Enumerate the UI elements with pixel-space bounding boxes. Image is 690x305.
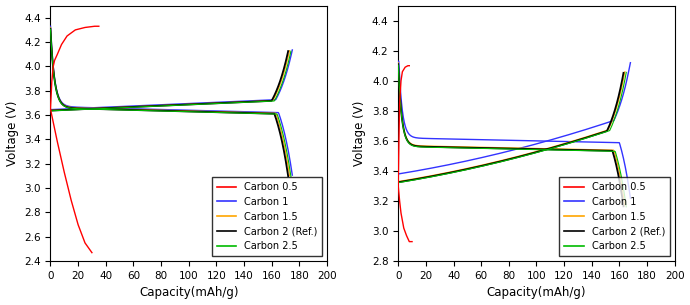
Y-axis label: Voltage (V): Voltage (V) bbox=[6, 101, 19, 166]
Y-axis label: Voltage (V): Voltage (V) bbox=[353, 101, 366, 166]
Legend: Carbon 0.5, Carbon 1, Carbon 1.5, Carbon 2 (Ref.), Carbon 2.5: Carbon 0.5, Carbon 1, Carbon 1.5, Carbon… bbox=[212, 177, 322, 256]
Legend: Carbon 0.5, Carbon 1, Carbon 1.5, Carbon 2 (Ref.), Carbon 2.5: Carbon 0.5, Carbon 1, Carbon 1.5, Carbon… bbox=[560, 177, 670, 256]
X-axis label: Capacity(mAh/g): Capacity(mAh/g) bbox=[139, 286, 239, 300]
X-axis label: Capacity(mAh/g): Capacity(mAh/g) bbox=[486, 286, 586, 300]
